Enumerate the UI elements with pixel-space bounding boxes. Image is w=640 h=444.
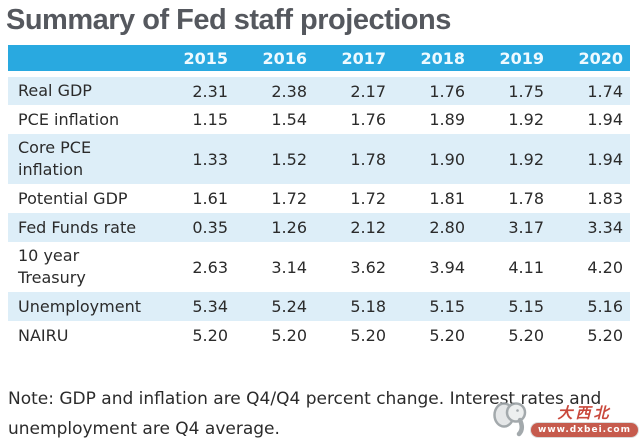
table-header: 2015 2016 2017 2018 2019 2020 (8, 45, 630, 77)
row-label: PCE inflation (18, 109, 120, 129)
cell-value: 4.11 (508, 257, 544, 277)
column-header: 2019 (472, 45, 551, 77)
row-label: Unemployment (18, 296, 141, 316)
cell-value: 2.12 (350, 218, 386, 237)
table-row: Real GDP 2.31 2.38 2.17 1.76 1.75 1.74 (8, 74, 630, 105)
footnote: Note: GDP and inflation are Q4/Q4 percen… (8, 389, 602, 439)
cell-value: 5.15 (429, 297, 465, 316)
cell-value: 1.78 (508, 189, 544, 208)
cell-value: 5.20 (587, 326, 623, 345)
cell-value: 3.62 (350, 257, 386, 277)
column-header: 2018 (393, 45, 472, 77)
cell-value: 1.90 (429, 149, 465, 169)
table-row: Fed Funds rate 0.35 1.26 2.12 2.80 3.17 3.34 (8, 213, 630, 242)
watermark-site-name: 大西北 (557, 404, 612, 422)
cell-value: 1.61 (192, 189, 228, 208)
table-body: Real GDP 2.31 2.38 2.17 1.76 1.75 1.74 PCE infl… (8, 74, 630, 350)
corner-cell (8, 45, 156, 77)
cell-value: 1.83 (587, 189, 623, 208)
cell-value: 1.78 (350, 149, 386, 169)
cell-value: 1.72 (350, 189, 386, 208)
table-row: Core PCE inflation 1.33 1.52 1.78 1.90 1.92 1.… (8, 134, 630, 184)
column-header: 2017 (314, 45, 393, 77)
column-header: 2020 (551, 45, 630, 77)
cell-value: 5.34 (192, 297, 228, 316)
table-row: PCE inflation 1.15 1.54 1.76 1.89 1.92 1.94 (8, 105, 630, 134)
cell-value: 1.76 (429, 81, 465, 101)
column-header: 2015 (156, 45, 235, 77)
cell-value: 3.34 (587, 218, 623, 237)
column-header: 2016 (235, 45, 314, 77)
row-label: Core PCE inflation (18, 138, 92, 179)
cell-value: 5.20 (271, 326, 307, 345)
row-label: Potential GDP (18, 188, 128, 208)
row-label: Fed Funds rate (18, 217, 137, 237)
projections-table: 2015 2016 2017 2018 2019 2020 Real GDP 2.31 2.3… (8, 45, 630, 350)
cell-value: 2.17 (350, 81, 386, 101)
cell-value: 5.20 (429, 326, 465, 345)
row-label: NAIRU (18, 325, 69, 345)
table-row: Potential GDP 1.61 1.72 1.72 1.81 1.78 1.83 (8, 184, 630, 213)
cell-value: 5.18 (350, 297, 386, 316)
cell-value: 5.15 (508, 297, 544, 316)
cell-value: 1.81 (429, 189, 465, 208)
table-row: 10 year Treasury 2.63 3.14 3.62 3.94 4.11 4.20 (8, 242, 630, 292)
cell-value: 1.26 (271, 218, 307, 237)
cell-value: 1.92 (508, 149, 544, 169)
table-row: Unemployment 5.34 5.24 5.18 5.15 5.15 5.16 (8, 292, 630, 321)
watermark-text: 大西北 www.dxbei.com (531, 405, 638, 437)
cell-value: 4.20 (587, 257, 623, 277)
cell-value: 2.80 (429, 218, 465, 237)
cell-value: 3.14 (271, 257, 307, 277)
cell-value: 1.54 (271, 110, 307, 129)
cell-value: 2.63 (192, 257, 228, 277)
cell-value: 3.17 (508, 218, 544, 237)
cell-value: 5.16 (587, 297, 623, 316)
cell-value: 1.74 (587, 81, 623, 101)
cell-value: 1.75 (508, 81, 544, 101)
cell-value: 1.94 (587, 149, 623, 169)
row-label: Real GDP (18, 81, 92, 100)
cell-value: 1.72 (271, 189, 307, 208)
cell-value: 2.38 (271, 81, 307, 101)
cell-value: 1.94 (587, 110, 623, 129)
header-row: 2015 2016 2017 2018 2019 2020 (8, 45, 630, 77)
cell-value: 1.52 (271, 149, 307, 169)
cell-value: 1.92 (508, 110, 544, 129)
cell-value: 2.31 (192, 81, 228, 101)
cell-value: 3.94 (429, 257, 465, 277)
cell-value: 1.15 (192, 110, 228, 129)
watermark-url: www.dxbei.com (531, 423, 638, 437)
cell-value: 5.20 (192, 326, 228, 345)
cell-value: 1.33 (192, 149, 228, 169)
table-row: NAIRU 5.20 5.20 5.20 5.20 5.20 5.20 (8, 321, 630, 350)
cell-value: 5.20 (350, 326, 386, 345)
site-watermark: 大西北 www.dxbei.com (491, 399, 638, 437)
cell-value: 5.20 (508, 326, 544, 345)
cell-value: 0.35 (192, 218, 228, 237)
cell-value: 1.89 (429, 110, 465, 129)
cell-value: 5.24 (271, 297, 307, 316)
elephant-icon (493, 402, 527, 437)
page-title: Summary of Fed staff projections (6, 4, 451, 36)
cell-value: 1.76 (350, 110, 386, 129)
row-label: 10 year Treasury (18, 246, 86, 287)
